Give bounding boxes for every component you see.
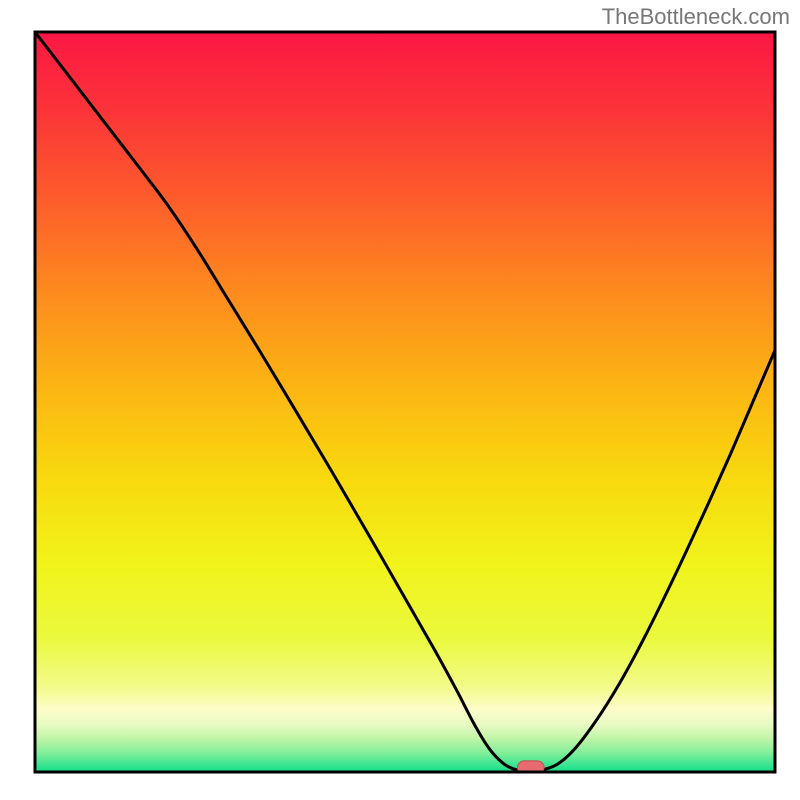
chart-container: TheBottleneck.com — [0, 0, 800, 800]
bottleneck-chart — [0, 0, 800, 800]
plot-background — [35, 32, 775, 772]
watermark-text: TheBottleneck.com — [602, 4, 790, 30]
